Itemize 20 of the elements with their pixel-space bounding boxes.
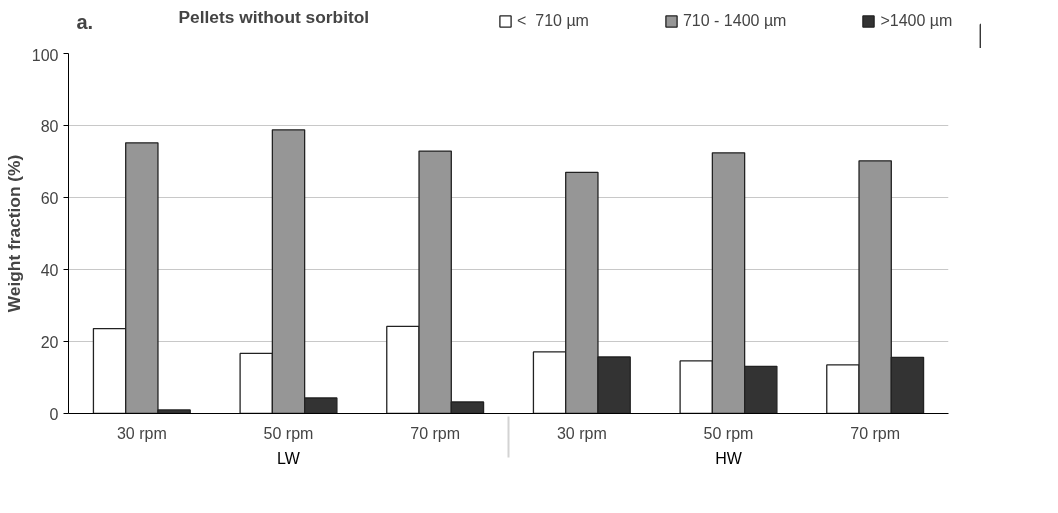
text: a. [76, 10, 94, 33]
x-tick-label: 30 rpm [116, 424, 167, 442]
y-tick-label: 80 [40, 117, 59, 135]
y-tick-label: 40 [40, 261, 59, 279]
y-tick-label: 60 [40, 189, 59, 207]
y-tick-label: 100 [31, 46, 59, 64]
legend-label: < 710 µm [517, 12, 589, 30]
chart-title: Pellets without sorbitol [178, 6, 370, 27]
x-tick-label: 70 rpm [410, 424, 461, 442]
x-tick-label: 30 rpm [556, 424, 607, 442]
x-tick-label: 50 rpm [263, 424, 314, 442]
y-tick-label: 0 [49, 405, 59, 423]
y-axis-title: Weight fraction (%) [3, 154, 24, 313]
x-tick-label: 50 rpm [703, 424, 754, 442]
text: HW [715, 449, 743, 467]
legend-label: 710 - 1400 µm [682, 12, 787, 30]
x-tick-label: 70 rpm [850, 424, 901, 442]
y-tick-label: 20 [40, 333, 59, 351]
text: LW [277, 449, 301, 467]
legend-label: >1400 µm [880, 12, 953, 30]
